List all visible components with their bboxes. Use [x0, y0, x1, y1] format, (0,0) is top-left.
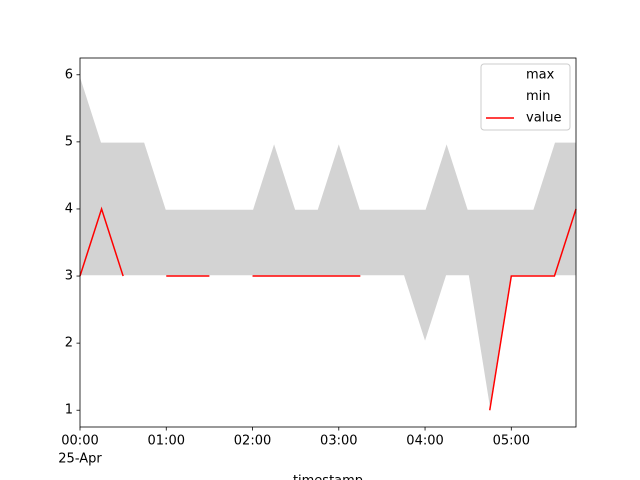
y-tick-label: 4: [65, 201, 73, 216]
plot-frame: [79, 57, 577, 428]
y-tick-label: 2: [65, 336, 73, 351]
legend-box: [480, 63, 571, 131]
y-tick-label: 1: [65, 403, 73, 418]
series-line: [79, 206, 577, 411]
x-tick-label: 01:00: [148, 434, 185, 449]
x-tick-label: 04:00: [406, 434, 443, 449]
legend-label: max: [526, 68, 555, 83]
y-tick-label: 3: [65, 269, 73, 284]
legend-label: min: [526, 89, 551, 104]
x-date-label: 25-Apr: [58, 452, 102, 467]
x-tick-label: 03:00: [320, 434, 357, 449]
x-tick-label: 00:00: [61, 434, 98, 449]
x-tick-label: 02:00: [234, 434, 271, 449]
legend-label: value: [526, 111, 562, 126]
y-tick-label: 6: [65, 67, 73, 82]
y-tick-label: 5: [65, 134, 73, 149]
x-axis-label: timestamp: [293, 474, 363, 480]
x-tick-label: 05:00: [493, 434, 530, 449]
series-line: [79, 74, 576, 210]
